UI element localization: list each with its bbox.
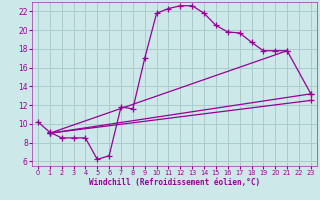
X-axis label: Windchill (Refroidissement éolien,°C): Windchill (Refroidissement éolien,°C): [89, 178, 260, 187]
